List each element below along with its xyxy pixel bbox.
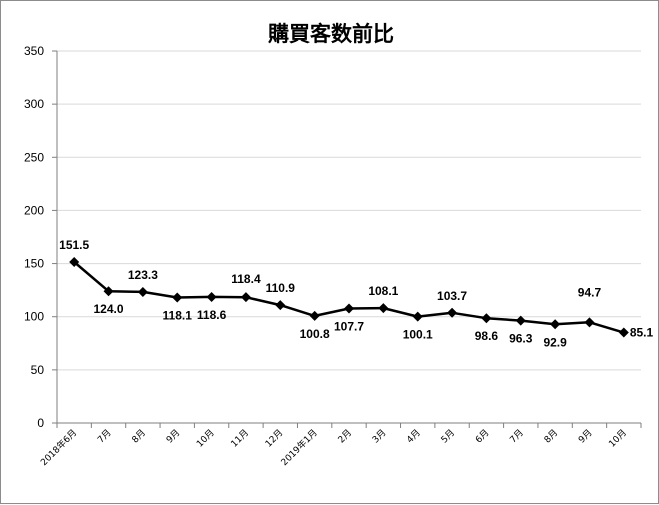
gridlines [57,50,641,424]
data-labels: 151.5 124.0 123.3 118.1 118.6 118.4 110.9 100.8… [59,238,653,349]
x-tick-label: 4月 [405,427,423,445]
data-point [550,319,561,330]
x-tick-label: 2018年6月 [38,427,79,468]
data-label: 118.4 [231,272,261,286]
y-tick-label: 0 [37,416,44,430]
y-tick-label: 50 [31,363,45,377]
data-label: 118.6 [197,308,227,322]
data-label: 92.9 [543,335,567,349]
x-tick-label: 7月 [508,427,526,445]
y-tick-label: 100 [24,310,44,324]
data-point [481,313,492,324]
data-label: 108.1 [368,284,398,298]
data-label: 100.8 [300,327,330,341]
data-label: 100.1 [403,328,433,342]
x-tick-label: 8月 [542,427,560,445]
data-point [412,311,423,322]
x-tick-label: 8月 [130,427,148,445]
data-point [344,303,354,314]
data-label: 103.7 [437,289,467,303]
x-tick-label: 2月 [336,427,354,445]
data-point [240,292,251,303]
x-tick-label: 11月 [229,427,251,449]
data-label: 96.3 [509,332,533,346]
data-label: 98.6 [475,329,499,343]
data-point [137,286,148,297]
data-point [618,327,629,338]
y-axis: 0 50 100 150 200 250 300 350 [24,44,58,430]
data-label: 151.5 [59,238,89,252]
x-tick-label: 7月 [95,427,113,445]
y-tick-label: 150 [24,257,44,271]
y-tick-label: 300 [24,97,44,111]
data-point [172,292,183,303]
chart-title: 購買客数前比 [267,22,394,46]
data-point [447,307,458,318]
data-label: 85.1 [630,326,654,340]
data-label: 123.3 [128,268,158,282]
x-tick-label: 10月 [607,427,629,449]
x-tick-label: 10月 [194,427,216,449]
x-tick-label: 3月 [370,427,388,445]
data-label: 118.1 [163,308,193,322]
data-point [206,291,217,302]
data-point [584,317,595,328]
y-tick-label: 250 [24,150,44,164]
data-point [515,315,526,326]
data-point [309,310,320,321]
data-point [378,303,389,314]
data-label: 124.0 [94,302,124,316]
y-tick-label: 200 [24,203,44,217]
x-tick-label: 9月 [576,427,594,445]
data-point [275,300,286,311]
data-point [103,286,114,297]
data-label: 94.7 [578,285,602,299]
x-tick-label: 5月 [439,427,457,445]
data-label: 107.7 [334,320,364,334]
y-tick-label: 350 [24,44,44,58]
x-tick-label: 6月 [473,427,491,445]
x-tick-label: 2019年1月 [278,427,319,468]
data-point [69,256,80,267]
series [69,256,629,338]
x-tick-label: 9月 [164,427,182,445]
x-tick-label: 12月 [263,427,285,449]
data-label: 110.9 [266,281,296,295]
